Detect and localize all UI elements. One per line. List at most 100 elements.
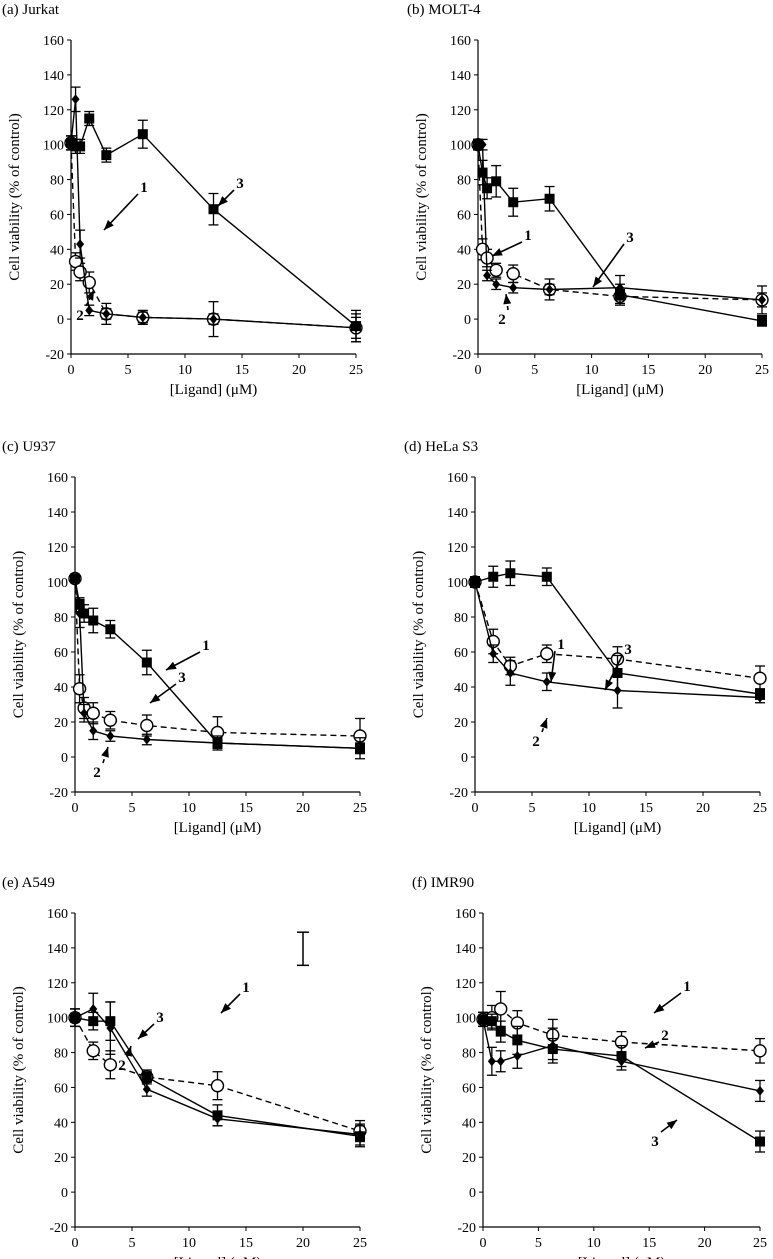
series-line xyxy=(74,1008,361,1136)
data-point-diamond xyxy=(513,1051,522,1062)
series-annotation-label: 1 xyxy=(202,638,210,654)
x-tick-label: 5 xyxy=(125,363,132,378)
y-tick-label: 20 xyxy=(454,716,468,731)
y-tick-label: 100 xyxy=(47,1012,68,1027)
data-point-diamond xyxy=(496,1056,505,1067)
data-point-diamond xyxy=(756,1085,764,1096)
y-tick-label: 40 xyxy=(54,1116,68,1131)
panel-5: (e) A549 -20 0 20 40 60 80 100 120 140 160 0 5 10 15 20… xyxy=(2,875,367,1259)
y-tick-label: 100 xyxy=(47,576,68,591)
x-tick-label: 5 xyxy=(129,801,136,816)
data-point-diamond xyxy=(138,312,147,323)
panel-title: (d) HeLa S3 xyxy=(404,439,478,455)
x-tick-label: 10 xyxy=(587,1236,601,1251)
y-tick-label: 140 xyxy=(43,69,64,84)
y-axis-label: Cell viability (% of control) xyxy=(7,113,23,280)
x-tick-label: 0 xyxy=(472,801,479,816)
x-tick-label: 15 xyxy=(642,1236,656,1251)
data-point-open-circle xyxy=(540,647,554,661)
data-point-square xyxy=(355,743,365,754)
y-tick-label: 160 xyxy=(47,471,68,486)
series-annotation-label: 1 xyxy=(557,637,565,653)
y-tick-label: 140 xyxy=(47,942,68,957)
y-tick-label: 60 xyxy=(54,646,68,661)
y-tick-label: 120 xyxy=(47,541,68,556)
y-tick-label: -20 xyxy=(452,348,471,363)
series-annotation-label: 2 xyxy=(532,734,540,750)
x-tick-label: 25 xyxy=(753,1236,767,1251)
y-tick-label: 120 xyxy=(455,977,476,992)
x-tick-label: 10 xyxy=(182,801,196,816)
data-point-square xyxy=(141,1071,152,1082)
y-tick-label: 160 xyxy=(455,907,476,922)
y-axis-label: Cell viability (% of control) xyxy=(411,551,427,718)
data-point-square xyxy=(84,113,95,124)
y-tick-label: -20 xyxy=(457,1221,476,1236)
series-annotation-label: 2 xyxy=(661,1028,669,1044)
data-point-diamond xyxy=(542,676,551,687)
y-tick-label: 120 xyxy=(43,104,64,119)
y-tick-label: 160 xyxy=(43,34,64,49)
series-annotation-label: 2 xyxy=(93,765,101,781)
x-tick-label: 15 xyxy=(239,801,253,816)
series-line xyxy=(474,581,761,679)
data-point-square xyxy=(101,150,112,161)
series-3 xyxy=(70,573,365,760)
x-tick-label: 25 xyxy=(353,1236,367,1251)
data-point-square xyxy=(74,599,85,610)
annotation-arrow-head xyxy=(539,718,548,729)
data-point-open-circle xyxy=(86,1044,100,1058)
data-point-diamond xyxy=(758,294,766,305)
annotation-arrow-head xyxy=(548,671,557,682)
series-annotation-label: 2 xyxy=(118,1058,126,1074)
data-point-square xyxy=(615,289,625,300)
y-tick-label: 20 xyxy=(50,278,64,293)
y-tick-label: 80 xyxy=(54,1047,68,1062)
data-point-square xyxy=(212,1110,223,1121)
annotation-arrow-head xyxy=(166,661,177,670)
series-3 xyxy=(66,110,361,343)
data-point-square xyxy=(75,141,86,152)
x-tick-label: 20 xyxy=(698,1236,712,1251)
y-tick-label: 0 xyxy=(61,751,68,766)
series-annotation-label: 3 xyxy=(626,230,634,246)
panel-3: (c) U937 -20 0 20 40 60 80 100 120 140 160 0 5 10 15 20… xyxy=(2,439,367,836)
x-tick-label: 5 xyxy=(531,363,538,378)
data-point-square xyxy=(495,1026,506,1037)
annotation-arrow-head xyxy=(124,1046,132,1057)
y-tick-label: 140 xyxy=(447,506,468,521)
y-tick-label: 160 xyxy=(47,907,68,922)
y-tick-label: -20 xyxy=(49,1221,68,1236)
data-point-square xyxy=(508,197,519,208)
x-tick-label: 10 xyxy=(182,1236,196,1251)
x-tick-label: 5 xyxy=(129,1236,136,1251)
data-point-diamond xyxy=(209,314,218,325)
y-tick-label: 40 xyxy=(54,681,68,696)
data-point-square xyxy=(70,1012,80,1023)
annotation-arrow-head xyxy=(654,1003,665,1013)
x-tick-label: 20 xyxy=(296,1236,310,1251)
x-tick-label: 10 xyxy=(582,801,596,816)
x-tick-label: 0 xyxy=(480,1236,487,1251)
x-tick-label: 20 xyxy=(292,363,306,378)
y-tick-label: 80 xyxy=(462,1047,476,1062)
series-line xyxy=(70,142,357,329)
annotation-arrow-head xyxy=(85,290,94,301)
annotation-arrow-head xyxy=(218,196,228,206)
y-tick-label: 0 xyxy=(469,1186,476,1201)
data-point-diamond xyxy=(506,668,515,678)
data-point-diamond xyxy=(509,282,518,293)
data-point-square xyxy=(478,1014,488,1025)
y-tick-label: 80 xyxy=(457,174,471,189)
data-point-square xyxy=(79,608,90,619)
x-tick-label: 15 xyxy=(239,1236,253,1251)
panel-title: (b) MOLT-4 xyxy=(407,2,481,18)
annotation-arrow-head xyxy=(492,248,503,256)
y-tick-label: 100 xyxy=(455,1012,476,1027)
data-point-square xyxy=(212,738,223,748)
annotation-arrow-head xyxy=(503,294,512,305)
data-point-square xyxy=(105,1016,116,1027)
